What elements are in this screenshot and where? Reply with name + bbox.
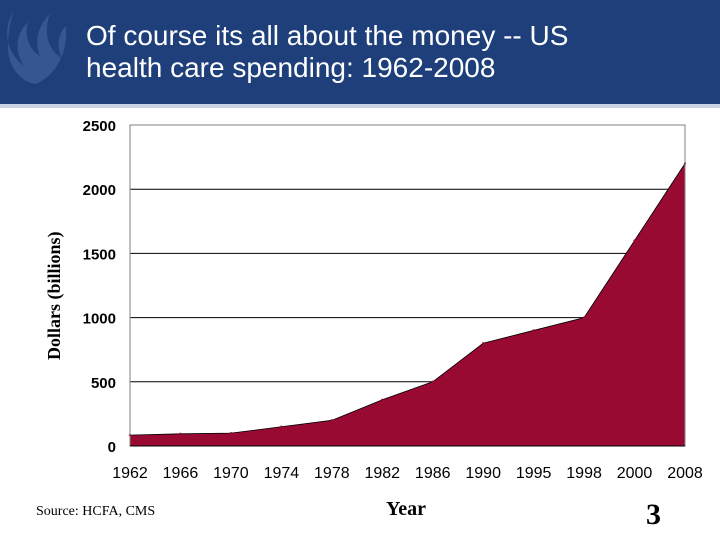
x-tick-label-2008: 2008 (667, 465, 703, 482)
data-point-1966 (179, 432, 182, 436)
x-tick-label-1982: 1982 (364, 465, 400, 482)
y-tick-label-0: 0 (108, 439, 116, 456)
data-point-1990 (481, 342, 485, 345)
x-tick-label-1990: 1990 (465, 465, 501, 482)
x-tick-label-1978: 1978 (314, 465, 350, 482)
header-divider (0, 104, 720, 108)
page-number: 3 (646, 498, 661, 531)
data-point-1970 (229, 431, 233, 435)
x-tick-label-1998: 1998 (566, 465, 602, 482)
x-tick-label-1974: 1974 (264, 465, 300, 482)
title-line-1: Of course its all about the money -- US (86, 20, 569, 51)
slide-header (0, 0, 720, 104)
x-tick-label-1970: 1970 (213, 465, 249, 482)
data-point-1995 (532, 329, 535, 332)
x-axis-label: Year (386, 498, 426, 520)
source-note: Source: HCFA, CMS (36, 504, 156, 519)
slide-title: Of course its all about the money -- US … (86, 20, 706, 84)
data-point-1974 (280, 425, 283, 428)
y-tick-label-1000: 1000 (83, 311, 116, 328)
title-line-2: health care spending: 1962-2008 (86, 52, 496, 83)
x-tick-label-1986: 1986 (415, 465, 451, 482)
flame-logo-icon (7, 10, 67, 84)
data-point-2000 (633, 239, 636, 242)
y-tick-label-2500: 2500 (83, 118, 116, 135)
data-point-1986 (431, 380, 434, 383)
y-axis-label: Dollars (billions) (44, 231, 64, 360)
data-point-1978 (330, 419, 334, 422)
spending-area-chart: 0 500 1000 1500 2000 2500 1962 1966 1970 1974 197… (83, 118, 703, 482)
data-point-1982 (381, 398, 384, 401)
x-tick-label-1995: 1995 (516, 465, 552, 482)
y-tick-label-2000: 2000 (83, 182, 116, 199)
x-tick-label-1962: 1962 (112, 465, 148, 482)
spending-area (129, 162, 686, 447)
data-point-1998 (582, 316, 586, 319)
y-tick-label-1500: 1500 (83, 246, 116, 263)
y-tick-label-500: 500 (91, 375, 116, 392)
x-tick-label-1966: 1966 (163, 465, 199, 482)
x-tick-label-2000: 2000 (617, 465, 653, 482)
